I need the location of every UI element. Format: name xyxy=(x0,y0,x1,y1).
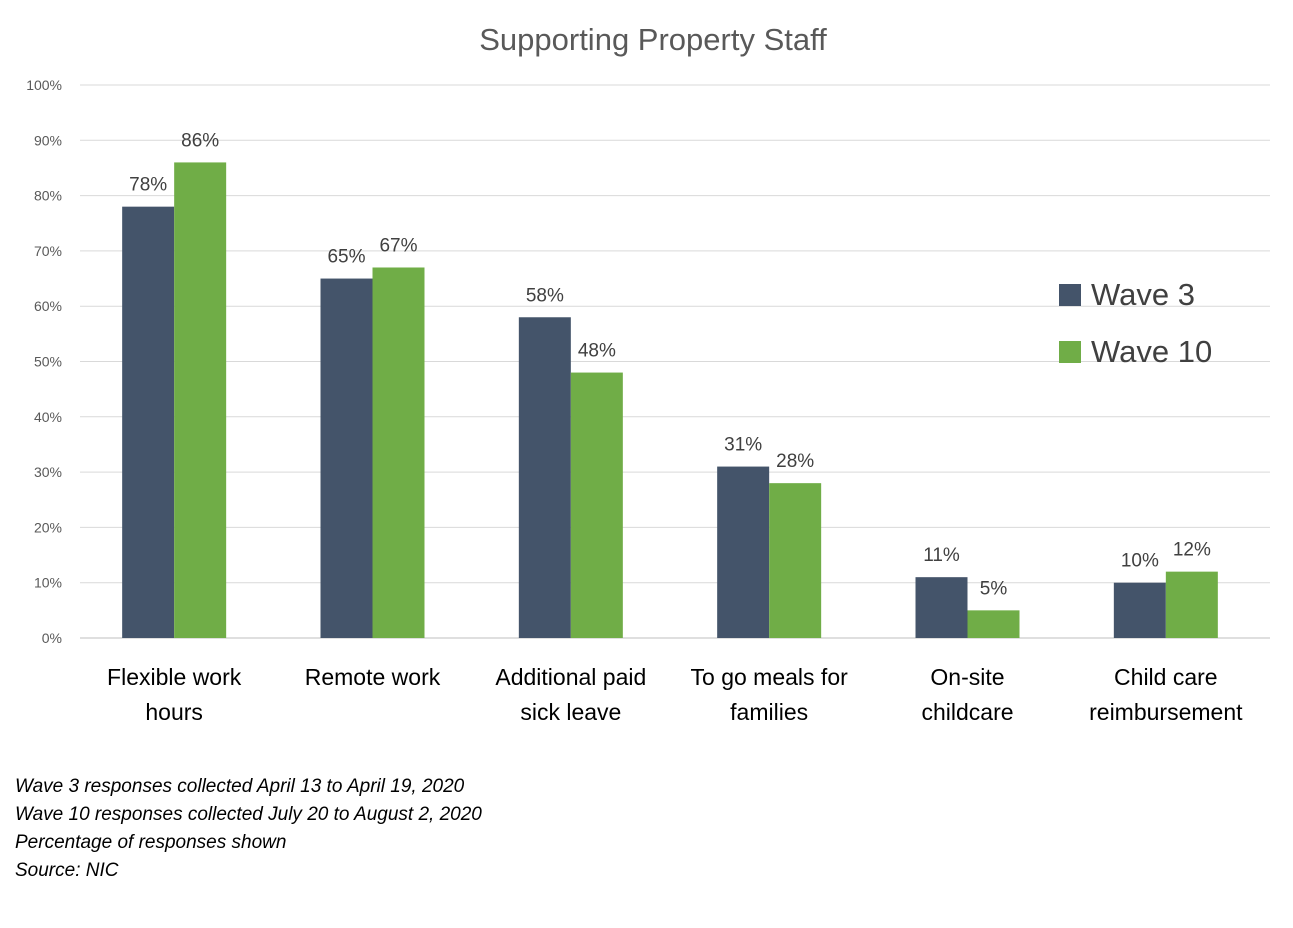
data-label: 5% xyxy=(980,578,1008,599)
data-labels: 78% 86% 65% 67% 58% 48% 31% 28% 11% 5% 10% 12% xyxy=(129,130,1211,599)
x-tick-label: reimbursement xyxy=(1089,699,1243,725)
y-tick-label: 60% xyxy=(34,298,62,314)
legend-label: Wave 3 xyxy=(1091,277,1195,312)
bar xyxy=(915,577,968,638)
legend: Wave 3 Wave 10 xyxy=(1059,277,1212,369)
legend-label: Wave 10 xyxy=(1091,334,1212,369)
footnote-wave3: Wave 3 responses collected April 13 to A… xyxy=(15,776,465,797)
footnote-source: Source: NIC xyxy=(15,860,119,881)
bar xyxy=(1165,571,1218,638)
y-tick-label: 100% xyxy=(26,77,62,93)
bar xyxy=(372,267,425,638)
bar xyxy=(769,483,822,638)
x-tick-label: Child care xyxy=(1114,664,1218,690)
y-tick-label: 0% xyxy=(42,630,62,646)
y-tick-label: 70% xyxy=(34,243,62,259)
bar xyxy=(320,278,373,638)
y-tick-label: 10% xyxy=(34,575,62,591)
x-tick-label: On-site xyxy=(930,664,1004,690)
data-label: 31% xyxy=(724,435,762,456)
footnote-percentage: Percentage of responses shown xyxy=(15,832,287,853)
bars xyxy=(122,162,1218,639)
data-label: 12% xyxy=(1173,540,1211,561)
x-tick-label: families xyxy=(730,699,808,725)
x-tick-label: Additional paid xyxy=(495,664,646,690)
data-label: 78% xyxy=(129,175,167,196)
bar xyxy=(570,372,623,638)
y-axis: 0% 10% 20% 30% 40% 50% 60% 70% 80% 90% 100% xyxy=(26,77,62,646)
x-tick-label: childcare xyxy=(921,699,1013,725)
y-tick-label: 20% xyxy=(34,519,62,535)
data-label: 86% xyxy=(181,130,219,151)
y-tick-label: 50% xyxy=(34,354,62,370)
x-tick-label: To go meals for xyxy=(691,664,849,690)
bar xyxy=(717,466,770,638)
legend-swatch xyxy=(1059,341,1081,363)
data-label: 65% xyxy=(327,247,365,268)
y-tick-label: 40% xyxy=(34,409,62,425)
bar-chart: Supporting Property Staff 0% 10% 20% 30% 40%… xyxy=(26,22,1270,725)
x-tick-label: hours xyxy=(145,699,203,725)
footnotes: Wave 3 responses collected April 13 to A… xyxy=(15,773,482,885)
data-label: 11% xyxy=(923,545,960,566)
data-label: 67% xyxy=(379,235,417,256)
bar xyxy=(967,610,1020,638)
data-label: 28% xyxy=(776,451,814,472)
data-label: 58% xyxy=(526,285,564,306)
y-tick-label: 30% xyxy=(34,464,62,480)
chart-title: Supporting Property Staff xyxy=(479,22,827,57)
gridlines xyxy=(80,84,1270,639)
x-axis: Flexible work hours Remote work Additional … xyxy=(107,664,1243,725)
bar xyxy=(1113,582,1166,638)
footnote-wave10: Wave 10 responses collected July 20 to A… xyxy=(15,804,482,825)
data-label: 10% xyxy=(1121,551,1159,572)
data-label: 48% xyxy=(578,341,616,362)
y-tick-label: 90% xyxy=(34,132,62,148)
x-tick-label: Flexible work xyxy=(107,664,242,690)
x-tick-label: sick leave xyxy=(520,699,621,725)
bar xyxy=(518,317,571,638)
x-tick-label: Remote work xyxy=(305,664,441,690)
y-tick-label: 80% xyxy=(34,188,62,204)
bar xyxy=(174,162,227,639)
legend-swatch xyxy=(1059,284,1081,306)
bar xyxy=(122,206,175,638)
